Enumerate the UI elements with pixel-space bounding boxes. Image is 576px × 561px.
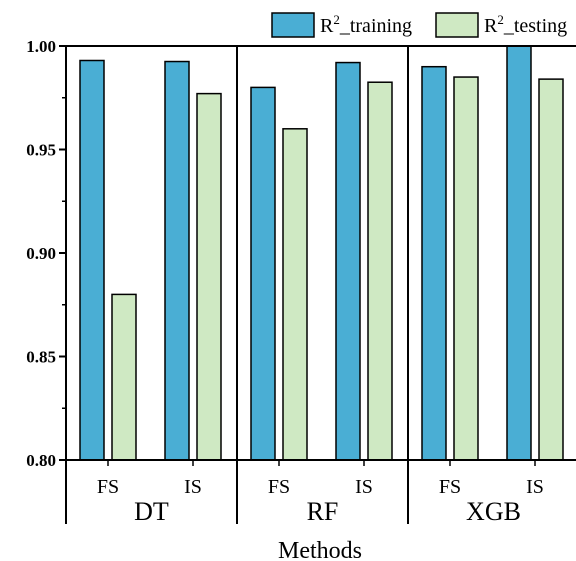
x-tick-label-rf-is: IS [355,476,373,498]
bar-dt-is-testing [196,92,222,461]
legend-swatch-training [271,12,315,38]
bar-rf-is-training [335,61,361,461]
y-tick-label: 1.00 [26,37,56,56]
y-tick-label: 0.95 [26,141,56,160]
y-tick-label: 0.80 [26,451,56,470]
plot-frame [65,45,576,524]
x-tick-label-rf-fs: FS [268,476,290,498]
y-tick-label: 0.85 [26,348,56,367]
bar-xgb-fs-testing [453,76,479,461]
bar-dt-fs-training [79,59,105,461]
x-tick-label-dt-is: IS [184,476,202,498]
bar-dt-is-training [164,60,190,461]
group-label-rf: RF [307,497,339,526]
legend: R2_training R2_testing [271,12,567,38]
bars-layer [79,45,564,461]
x-tick-label-xgb-fs: FS [439,476,461,498]
bar-xgb-fs-training [421,65,447,461]
bar-dt-fs-testing [111,293,137,461]
bar-xgb-is-testing [538,78,564,461]
group-label-dt: DT [134,497,169,526]
bar-rf-is-testing [367,81,393,461]
y-axis: 0.80 0.85 0.90 0.95 1.00 [26,37,66,470]
y-tick-label: 0.90 [26,244,56,263]
x-tick-label-xgb-is: IS [526,476,544,498]
legend-swatch-testing [435,12,479,38]
bar-rf-fs-testing [282,128,308,461]
legend-label-testing: R2_testing [484,12,567,37]
x-tick-label-dt-fs: FS [97,476,119,498]
legend-label-training: R2_training [320,12,412,37]
group-label-xgb: XGB [466,497,521,526]
x-axis-title: Methods [278,538,362,561]
bar-rf-fs-training [250,86,276,461]
bar-xgb-is-training [506,45,532,461]
